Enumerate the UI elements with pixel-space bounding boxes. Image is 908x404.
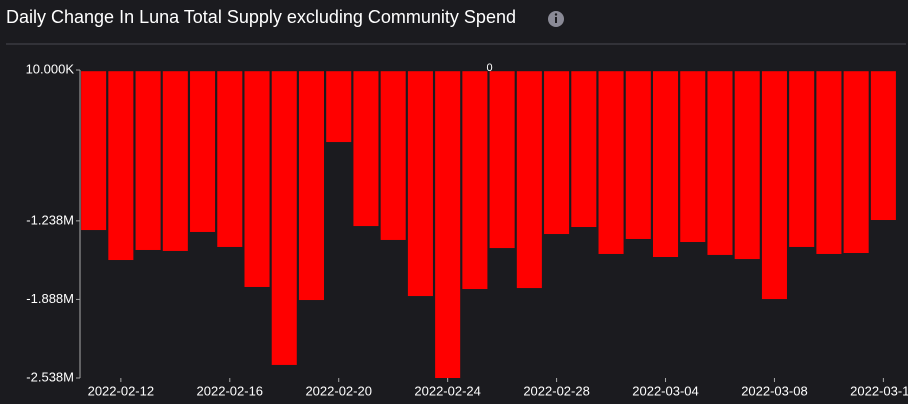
bar: [380, 71, 406, 240]
y-tick-label: -1.238M: [26, 212, 74, 227]
bar: [680, 71, 706, 243]
bar: [135, 71, 161, 250]
bar: [162, 71, 188, 251]
bar: [870, 71, 896, 221]
bar: [462, 71, 488, 290]
bar: [761, 71, 787, 300]
bar: [298, 71, 325, 301]
x-tick-label: 2022-02-12: [88, 383, 155, 398]
bar: [843, 71, 869, 254]
y-tick-label: -1.888M: [26, 291, 74, 306]
info-icon[interactable]: [548, 11, 564, 27]
bar: [625, 71, 651, 239]
bar: [598, 71, 624, 254]
bar: [271, 71, 297, 365]
y-tick-label: 10.000K: [26, 61, 75, 76]
bar: [707, 71, 733, 255]
bar: [217, 71, 243, 247]
bar: [81, 71, 107, 231]
bar: [435, 71, 461, 378]
bar: [571, 71, 597, 228]
bar: [326, 71, 352, 143]
bar: [544, 71, 570, 235]
chart-title: Daily Change In Luna Total Supply exclud…: [6, 7, 516, 27]
y-tick-label: -2.538M: [26, 369, 74, 384]
bar: [789, 71, 815, 247]
bar: [734, 71, 760, 260]
bar: [516, 71, 542, 289]
x-tick-label: 2022-02-16: [197, 383, 264, 398]
x-tick-label: 2022-02-24: [414, 383, 481, 398]
bar: [816, 71, 842, 254]
bar: [652, 71, 679, 257]
x-tick-label: 2022-02-20: [305, 383, 372, 398]
bar: [407, 71, 433, 297]
x-tick-label: 2022-03-08: [741, 383, 808, 398]
x-tick-label: 2022-03-12: [850, 383, 908, 398]
bar: [190, 71, 216, 232]
bar: [244, 71, 270, 287]
bar: [489, 71, 515, 249]
bar: [108, 71, 134, 261]
x-tick-label: 2022-03-04: [632, 383, 699, 398]
annotation: 0: [486, 62, 492, 74]
bar: [353, 71, 379, 227]
x-tick-label: 2022-02-28: [523, 383, 590, 398]
